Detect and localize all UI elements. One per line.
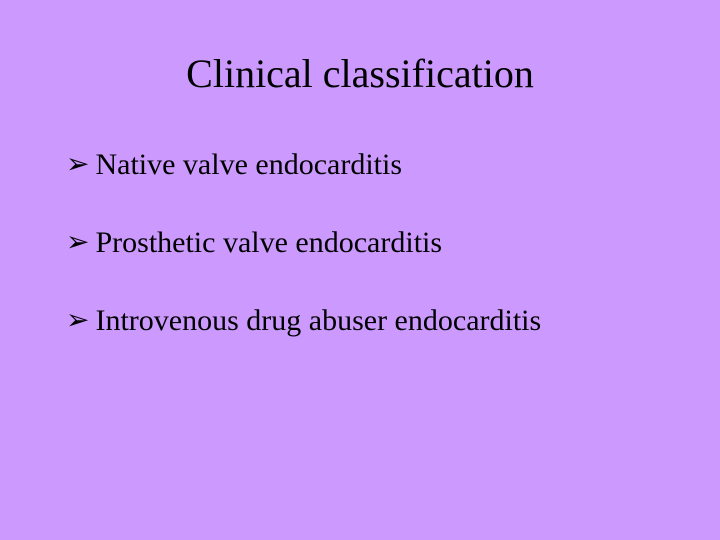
- bullet-list: ➢ Native valve endocarditis ➢ Prosthetic…: [50, 147, 670, 339]
- list-item: ➢ Prosthetic valve endocarditis: [66, 225, 670, 261]
- slide-container: Clinical classification ➢ Native valve e…: [0, 0, 720, 540]
- bullet-text: Native valve endocarditis: [95, 147, 402, 183]
- bullet-icon: ➢: [66, 147, 89, 181]
- bullet-icon: ➢: [66, 303, 89, 337]
- list-item: ➢ Native valve endocarditis: [66, 147, 670, 183]
- bullet-text: Prosthetic valve endocarditis: [95, 225, 442, 261]
- slide-title: Clinical classification: [50, 50, 670, 97]
- bullet-icon: ➢: [66, 225, 89, 259]
- list-item: ➢ Introvenous drug abuser endocarditis: [66, 303, 670, 339]
- bullet-text: Introvenous drug abuser endocarditis: [95, 303, 541, 339]
